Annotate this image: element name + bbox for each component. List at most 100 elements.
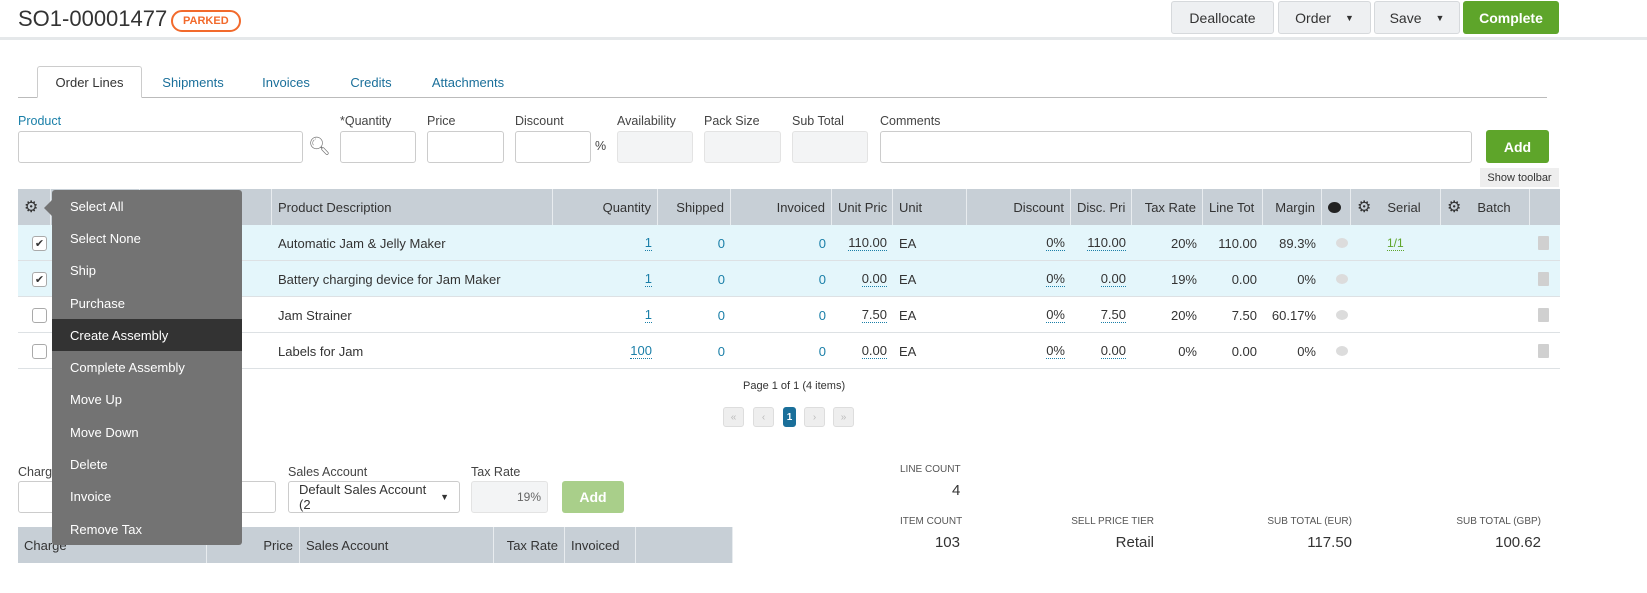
- row-checkbox[interactable]: [26, 297, 53, 333]
- discount-input[interactable]: [515, 131, 591, 163]
- comment-icon[interactable]: [1330, 225, 1354, 261]
- disc_price-value[interactable]: 110.00: [1087, 235, 1126, 251]
- column-shipped[interactable]: Shipped: [658, 189, 731, 225]
- disc_price-value[interactable]: 0.00: [1100, 271, 1126, 287]
- comment-icon[interactable]: [1330, 297, 1354, 333]
- menu-item-ship[interactable]: Ship: [70, 263, 97, 279]
- cell-qty: 100: [553, 333, 658, 369]
- qty-value[interactable]: 100: [630, 343, 652, 359]
- discount-value[interactable]: 0%: [1046, 343, 1065, 359]
- sub-total-eur-value: 117.50: [1307, 534, 1352, 551]
- unit_price-value[interactable]: 7.50: [861, 307, 887, 323]
- tax-value: 19%: [1170, 271, 1197, 287]
- sub-total-eur-label: SUB TOTAL (EUR): [1267, 516, 1352, 527]
- qty-value[interactable]: 1: [644, 235, 652, 251]
- table-row[interactable]: ✔ Battery charging device for Jam Maker 1 0…: [18, 261, 1560, 297]
- qty-value[interactable]: 1: [644, 307, 652, 323]
- complete-button[interactable]: Complete: [1463, 1, 1559, 34]
- cell-line_total: 110.00: [1203, 225, 1263, 261]
- cell-tax: 19%: [1132, 261, 1203, 297]
- column-product-description[interactable]: Product Description: [272, 189, 553, 225]
- column-discount[interactable]: Discount: [967, 189, 1071, 225]
- menu-item-select-none[interactable]: Select None: [70, 230, 141, 246]
- disc_price-value[interactable]: 7.50: [1100, 307, 1126, 323]
- trash-icon[interactable]: [1532, 261, 1555, 297]
- unit_price-value[interactable]: 0.00: [861, 343, 887, 359]
- column-unit-price[interactable]: Unit Pric: [832, 189, 893, 225]
- quantity-input[interactable]: [340, 131, 416, 163]
- column-invoiced[interactable]: Invoiced: [731, 189, 832, 225]
- add-charge-button[interactable]: Add: [562, 481, 624, 513]
- tab-attachments[interactable]: Attachments: [431, 74, 505, 90]
- tax-value: 0%: [1178, 343, 1197, 359]
- menu-item-create-assembly[interactable]: Create Assembly: [52, 319, 242, 352]
- menu-item-delete[interactable]: Delete: [70, 457, 108, 473]
- serial-link[interactable]: 1/1: [1387, 235, 1404, 251]
- next-page-button[interactable]: ›: [804, 407, 825, 427]
- first-page-button[interactable]: «: [723, 407, 744, 427]
- qty-value[interactable]: 1: [644, 271, 652, 287]
- add-line-button[interactable]: Add: [1486, 130, 1549, 163]
- column-line-total[interactable]: Line Tot: [1203, 189, 1263, 225]
- trash-icon[interactable]: [1532, 225, 1555, 261]
- deallocate-button[interactable]: Deallocate: [1171, 1, 1274, 34]
- disc_price-value[interactable]: 0.00: [1100, 343, 1126, 359]
- column-margin[interactable]: Margin: [1263, 189, 1322, 225]
- column-quantity[interactable]: Quantity: [553, 189, 658, 225]
- menu-item-purchase[interactable]: Purchase: [70, 295, 125, 311]
- gear-icon[interactable]: ⚙: [1357, 199, 1372, 216]
- checkbox[interactable]: [32, 343, 47, 359]
- serial-label: Serial: [1387, 199, 1421, 215]
- show-toolbar-button[interactable]: Show toolbar: [1480, 168, 1559, 187]
- product-input[interactable]: [18, 131, 303, 163]
- column-tax-rate[interactable]: Tax Rate: [1132, 189, 1203, 225]
- checkbox[interactable]: ✔: [32, 235, 47, 251]
- menu-item-remove-tax[interactable]: Remove Tax: [70, 521, 143, 537]
- table-row[interactable]: ✔ Automatic Jam & Jelly Maker 1 0 0 110.00 EA 0…: [18, 225, 1560, 261]
- gear-icon[interactable]: ⚙: [24, 199, 39, 216]
- discount-value[interactable]: 0%: [1046, 235, 1065, 251]
- page-1-button[interactable]: 1: [783, 407, 796, 427]
- trash-icon[interactable]: [1532, 333, 1555, 369]
- menu-item-move-up[interactable]: Move Up: [70, 392, 123, 408]
- checkbox[interactable]: [32, 307, 47, 323]
- column-batch[interactable]: ⚙ Batch: [1441, 189, 1530, 225]
- row-checkbox[interactable]: ✔: [26, 225, 53, 261]
- unit_price-value[interactable]: 0.00: [861, 271, 887, 287]
- menu-item-invoice[interactable]: Invoice: [70, 489, 112, 505]
- price-input[interactable]: [427, 131, 504, 163]
- tab-order-lines[interactable]: Order Lines: [37, 66, 142, 98]
- checkbox[interactable]: ✔: [32, 271, 47, 287]
- table-row[interactable]: Jam Strainer 1 0 0 7.50 EA 0% 7.50 20% 7.50 60.17%: [18, 297, 1560, 333]
- menu-item-move-down[interactable]: Move Down: [70, 424, 139, 440]
- comment-icon[interactable]: [1330, 333, 1354, 369]
- last-page-button[interactable]: »: [833, 407, 854, 427]
- column-unit[interactable]: Unit: [893, 189, 967, 225]
- order-button[interactable]: Order ▼: [1278, 1, 1371, 34]
- unit_price-value[interactable]: 110.00: [848, 235, 887, 251]
- tab-credits[interactable]: Credits: [350, 74, 392, 90]
- comments-input[interactable]: [880, 131, 1472, 163]
- menu-item-select-all[interactable]: Select All: [70, 198, 124, 214]
- gear-icon[interactable]: ⚙: [1447, 199, 1462, 216]
- discount-value[interactable]: 0%: [1046, 271, 1065, 287]
- tab-invoices[interactable]: Invoices: [262, 74, 310, 90]
- table-row[interactable]: Labels for Jam 100 0 0 0.00 EA 0% 0.00 0% 0.00 0%: [18, 333, 1560, 369]
- menu-item-complete-assembly[interactable]: Complete Assembly: [70, 360, 185, 376]
- discount-value[interactable]: 0%: [1046, 307, 1065, 323]
- cell-discount: 0%: [967, 261, 1071, 297]
- cell-qty: 1: [553, 225, 658, 261]
- trash-icon[interactable]: [1532, 297, 1555, 333]
- column-serial[interactable]: ⚙ Serial: [1351, 189, 1441, 225]
- prev-page-button[interactable]: ‹: [753, 407, 774, 427]
- comment-icon[interactable]: [1330, 261, 1354, 297]
- row-checkbox[interactable]: ✔: [26, 261, 53, 297]
- row-checkbox[interactable]: [26, 333, 53, 369]
- column-disc-price[interactable]: Disc. Pri: [1071, 189, 1132, 225]
- sales-account-select[interactable]: Default Sales Account (2 ▼: [288, 481, 460, 513]
- cell-qty: 1: [553, 261, 658, 297]
- tab-shipments[interactable]: Shipments: [162, 74, 224, 90]
- save-button[interactable]: Save ▼: [1374, 1, 1460, 34]
- margin-value: 0%: [1297, 343, 1316, 359]
- search-icon[interactable]: 🔍︎: [308, 136, 331, 156]
